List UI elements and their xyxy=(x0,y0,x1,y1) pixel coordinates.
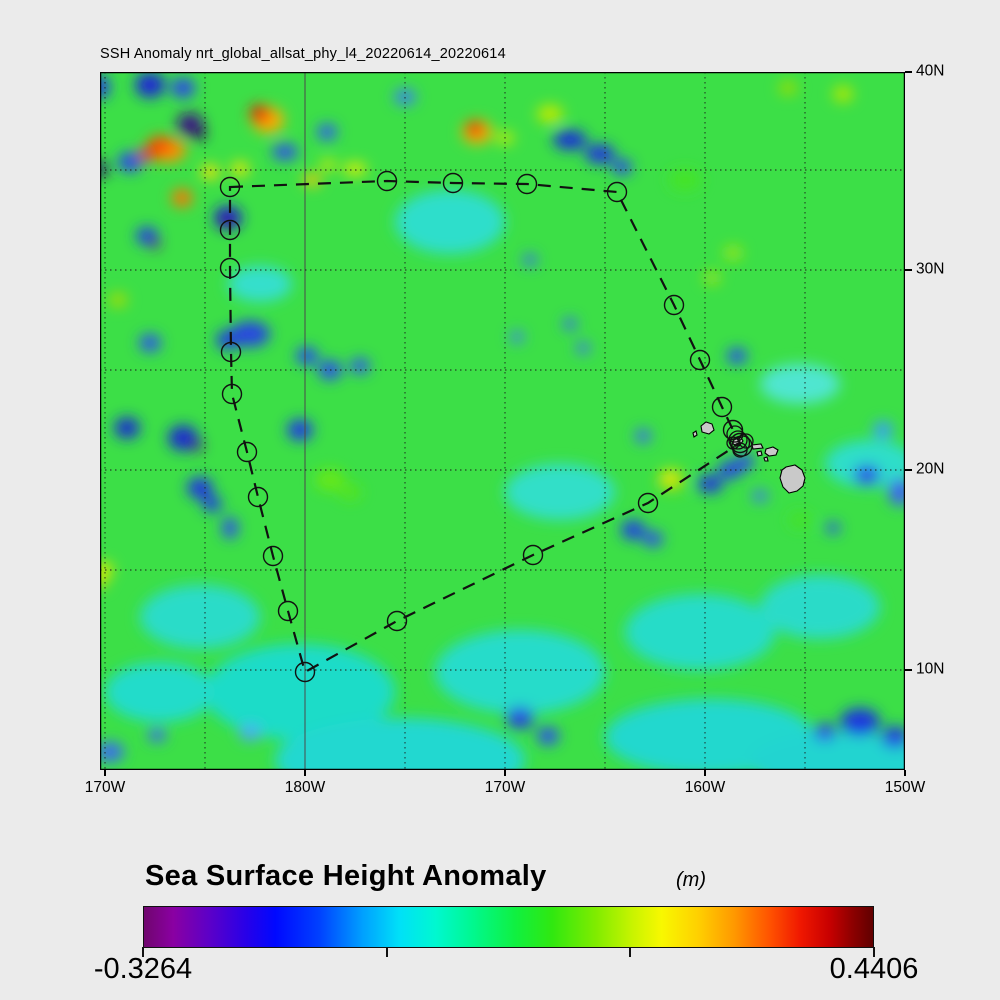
map-border xyxy=(100,72,905,770)
colorbar-max-label: 0.4406 xyxy=(829,953,919,985)
lon-axis-tick xyxy=(304,770,306,776)
lon-tick-label: 160W xyxy=(684,779,726,796)
colorbar-title: Sea Surface Height Anomaly xyxy=(145,860,547,892)
lat-axis-tick xyxy=(905,469,912,471)
colorbar-units-label: (m) xyxy=(676,869,706,891)
lat-axis-tick xyxy=(905,71,912,73)
lon-tick-label: 170W xyxy=(84,779,126,796)
colorbar-tick xyxy=(629,947,632,957)
ssh-anomaly-map xyxy=(100,72,905,770)
lat-tick-label: 20N xyxy=(916,460,945,478)
ssh-field xyxy=(100,72,905,770)
lon-axis-tick xyxy=(504,770,506,776)
lon-tick-label: 170W xyxy=(484,779,526,796)
colorbar-tick xyxy=(873,947,875,957)
colorbar-gradient xyxy=(143,906,874,948)
lat-axis-tick xyxy=(905,669,912,671)
lat-tick-label: 30N xyxy=(916,260,945,278)
map-title: SSH Anomaly nrt_global_allsat_phy_l4_202… xyxy=(100,46,506,62)
lon-axis-tick xyxy=(904,770,906,776)
lat-tick-label: 10N xyxy=(916,660,945,678)
lon-tick-label: 150W xyxy=(884,779,926,796)
lon-axis-tick xyxy=(704,770,706,776)
lon-tick-label: 180W xyxy=(284,779,326,796)
storm-track xyxy=(219,170,754,683)
colorbar-tick xyxy=(385,947,388,957)
lat-tick-label: 40N xyxy=(916,62,945,80)
lon-axis-tick xyxy=(104,770,106,776)
grid-lines xyxy=(100,72,905,770)
ssh-anomaly-map-canvas xyxy=(100,72,905,770)
colorbar-tick xyxy=(142,947,144,957)
colorbar-min-label: -0.3264 xyxy=(93,953,193,985)
lat-axis-tick xyxy=(905,269,912,271)
